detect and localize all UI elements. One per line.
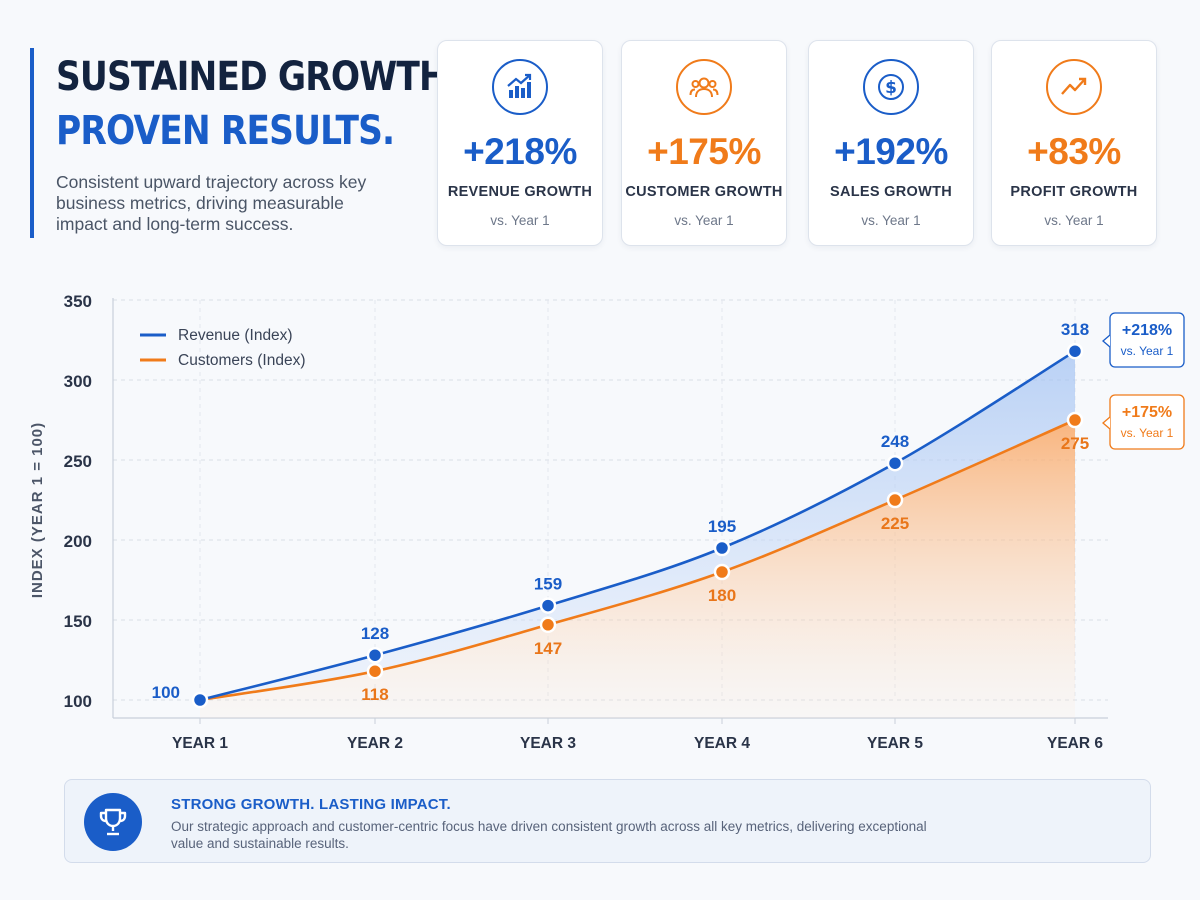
customers-point [713, 563, 731, 581]
y-axis-title: INDEX (YEAR 1 = 100) [29, 422, 46, 598]
trend-up-icon [1046, 59, 1102, 115]
x-tick-label: YEAR 3 [520, 735, 576, 752]
callout-pointer [1102, 334, 1111, 348]
svg-text:$: $ [885, 78, 897, 98]
x-tick-label: YEAR 4 [694, 735, 750, 752]
kpi-value: +192% [834, 131, 948, 172]
users-icon [676, 59, 732, 115]
customers-point [886, 491, 904, 509]
x-tick-label: YEAR 1 [172, 735, 228, 752]
kpi-card-profit: +83% PROFIT GROWTH vs. Year 1 [991, 40, 1157, 246]
kpi-label: PROFIT GROWTH [1010, 184, 1138, 200]
summary-callout: STRONG GROWTH. LASTING IMPACT. Our strat… [64, 779, 1151, 863]
customers-data-label: 275 [1061, 434, 1089, 453]
revenue-line [199, 350, 1076, 702]
customers-end-callout: +175% vs. Year 1 [1102, 394, 1185, 450]
customers-data-label: 225 [881, 514, 909, 533]
callout-title: STRONG GROWTH. LASTING IMPACT. [171, 796, 451, 813]
revenue-end-callout: +218% vs. Year 1 [1102, 312, 1185, 368]
callout-sub: vs. Year 1 [1121, 426, 1174, 440]
kpi-value: +175% [647, 131, 761, 172]
kpi-label: CUSTOMER GROWTH [625, 184, 783, 200]
kpi-card-customers: +175% CUSTOMER GROWTH vs. Year 1 [621, 40, 787, 246]
customers-data-label: 118 [361, 685, 388, 704]
customers-point [366, 662, 384, 680]
x-tick-label: YEAR 5 [867, 735, 923, 752]
trophy-icon [84, 793, 142, 851]
kpi-value: +83% [1027, 131, 1121, 172]
revenue-point [1066, 342, 1084, 360]
revenue-data-label: 248 [881, 432, 909, 451]
kpi-label: SALES GROWTH [829, 184, 952, 200]
kpi-sub: vs. Year 1 [674, 213, 734, 228]
x-tick-label: YEAR 6 [1047, 735, 1103, 752]
revenue-point [886, 454, 904, 472]
kpi-sub: vs. Year 1 [490, 213, 550, 228]
callout-value: +218% [1122, 322, 1172, 339]
y-tick-label: 100 [64, 692, 92, 711]
growth-index-chart: 100 128 159 195 248 318 118 147 180 225 275 100 150 2… [29, 292, 1185, 752]
y-tick-label: 300 [64, 372, 92, 391]
revenue-point [191, 691, 209, 709]
bar-chart-up-icon [492, 59, 548, 115]
customers-data-label: 180 [708, 586, 736, 605]
revenue-point [366, 646, 384, 664]
callout-sub: vs. Year 1 [1121, 344, 1174, 358]
customers-line [199, 418, 1076, 702]
revenue-data-label: 100 [152, 683, 180, 702]
x-tick-label: YEAR 2 [347, 735, 403, 752]
dollar-icon: $ [863, 59, 919, 115]
revenue-point [713, 539, 731, 557]
kpi-card-sales: $ +192% SALES GROWTH vs. Year 1 [808, 40, 974, 246]
y-tick-label: 350 [64, 292, 92, 311]
hero-section: SUSTAINED GROWTH. PROVEN RESULTS. Consis… [30, 48, 460, 238]
y-tick-label: 250 [64, 452, 92, 471]
headline-line-2: PROVEN RESULTS. [56, 108, 395, 154]
callout-pointer [1102, 416, 1111, 430]
revenue-point [539, 597, 557, 614]
kpi-sub: vs. Year 1 [1044, 213, 1104, 228]
y-tick-label: 150 [64, 612, 92, 631]
kpi-sub: vs. Year 1 [861, 213, 921, 228]
revenue-data-label: 318 [1061, 320, 1089, 339]
hero-subtitle: Consistent upward trajectory across key … [56, 172, 367, 234]
customers-point [539, 616, 557, 634]
kpi-card-revenue: +218% REVENUE GROWTH vs. Year 1 [437, 40, 603, 246]
revenue-data-label: 128 [361, 624, 389, 643]
callout-body: Our strategic approach and customer-cent… [171, 819, 927, 851]
legend-label: Customers (Index) [178, 352, 305, 369]
y-tick-label: 200 [64, 532, 92, 551]
legend-label: Revenue (Index) [178, 327, 293, 344]
customers-data-label: 147 [534, 639, 562, 658]
kpi-value: +218% [463, 131, 577, 172]
revenue-data-label: 159 [534, 575, 562, 594]
kpi-label: REVENUE GROWTH [447, 184, 593, 200]
headline-line-1: SUSTAINED GROWTH. [56, 54, 460, 100]
customers-area [200, 420, 1075, 718]
customers-point [1066, 411, 1084, 429]
callout-value: +175% [1122, 404, 1172, 421]
revenue-data-label: 195 [708, 517, 736, 536]
